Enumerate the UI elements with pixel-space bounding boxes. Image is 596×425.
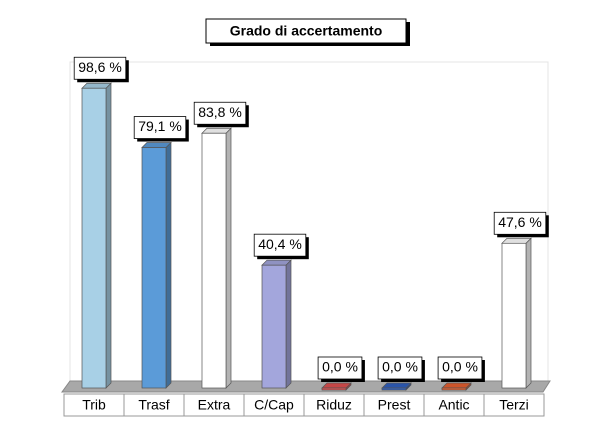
value-label: 40,4 % (258, 236, 302, 252)
value-label: 0,0 % (322, 359, 358, 375)
bar-top (261, 259, 292, 266)
value-label: 98,6 % (78, 59, 122, 75)
x-tick-label: Riduz (316, 397, 352, 413)
title-box (205, 18, 407, 44)
value-label-box (133, 116, 187, 139)
bar-top (501, 237, 532, 244)
bar-side (285, 259, 292, 389)
bar (381, 387, 407, 391)
value-label: 47,6 % (498, 214, 542, 230)
bar (261, 264, 287, 389)
value-label-box (253, 233, 307, 257)
bar (141, 147, 167, 389)
value-label: 0,0 % (442, 359, 478, 375)
bar (81, 87, 107, 389)
bar-side (225, 127, 232, 389)
x-tick-label: Antic (438, 397, 469, 413)
x-tick-label: Trib (82, 397, 106, 413)
value-label-box (377, 356, 423, 380)
x-tick-label: Trasf (138, 397, 169, 413)
value-label: 0,0 % (382, 359, 418, 375)
bar (321, 387, 347, 391)
value-label: 83,8 % (198, 104, 242, 120)
bar-top (381, 382, 412, 389)
value-label-box (437, 356, 483, 380)
bar-top (441, 382, 472, 389)
bar-top (321, 382, 352, 389)
bar (201, 132, 227, 389)
bar-side (105, 82, 112, 389)
chart-title: Grado di accertamento (230, 23, 383, 39)
value-label-box (193, 101, 247, 125)
bar-side (525, 237, 532, 389)
x-tick-label: Extra (198, 397, 231, 413)
value-label-box (317, 356, 363, 380)
bar-side (165, 141, 172, 389)
bar (441, 387, 467, 391)
bar-top (141, 142, 172, 148)
bar-top (201, 127, 232, 134)
plot-floor (61, 380, 551, 393)
bar-top (81, 82, 112, 89)
x-tick-label: Prest (378, 397, 411, 413)
x-tick-label: Terzi (499, 397, 529, 413)
bar (501, 242, 527, 389)
value-label-box (73, 56, 127, 80)
value-label-box (493, 211, 547, 235)
x-tick-label: C/Cap (254, 397, 294, 413)
value-label: 79,1 % (138, 118, 182, 134)
